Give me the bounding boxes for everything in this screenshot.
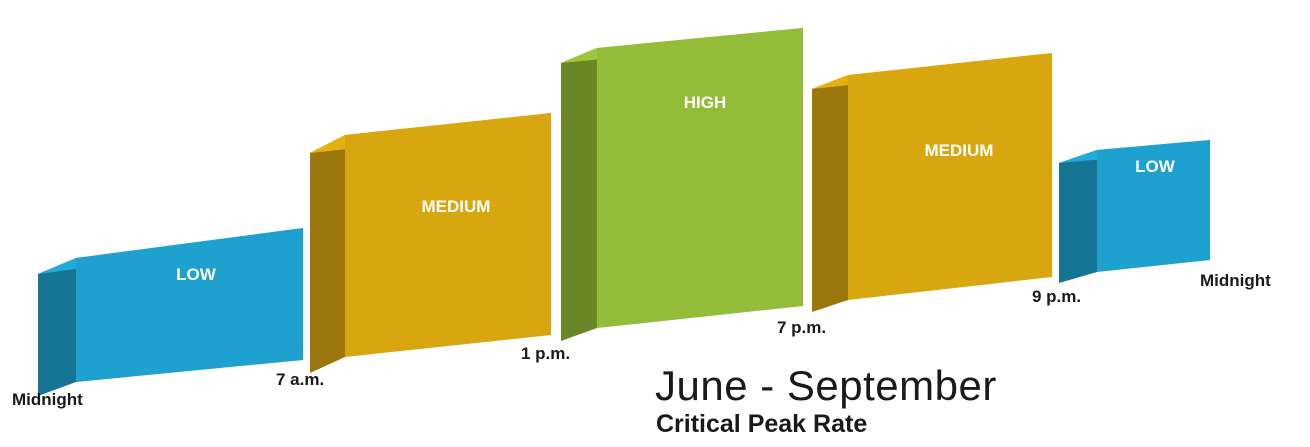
block-side-face: [812, 75, 848, 312]
block-level-label: MEDIUM: [422, 197, 491, 216]
time-label-9pm: 9 p.m.: [1032, 287, 1082, 306]
block-level-label: LOW: [176, 265, 217, 284]
rate-block-3: HIGH: [561, 28, 803, 341]
rate-block-4: MEDIUM: [812, 53, 1052, 312]
block-level-label: HIGH: [684, 93, 727, 112]
block-level-label: MEDIUM: [925, 141, 994, 160]
time-label-midnight-start: Midnight: [12, 390, 83, 409]
rate-block-5: LOW: [1059, 140, 1210, 283]
block-side-face: [1059, 150, 1097, 283]
rate-block-1: LOW: [38, 228, 303, 396]
block-front-face: [76, 228, 303, 382]
block-front-face: [848, 53, 1052, 300]
block-front-face: [1097, 140, 1210, 272]
block-front-face: [597, 28, 803, 328]
time-label-midnight-end: Midnight: [1200, 271, 1271, 290]
chart-subtitle: Critical Peak Rate: [656, 410, 868, 438]
block-front-face: [345, 113, 551, 357]
time-label-7pm: 7 p.m.: [777, 318, 827, 337]
chart-title: June - September: [655, 362, 997, 409]
rate-block-2: MEDIUM: [310, 113, 551, 373]
block-side-face: [310, 135, 345, 373]
block-side-face: [561, 48, 597, 341]
block-level-label: LOW: [1135, 157, 1176, 176]
block-side-face: [38, 258, 76, 396]
time-label-1pm: 1 p.m.: [521, 344, 571, 363]
time-label-7am: 7 a.m.: [276, 370, 325, 389]
